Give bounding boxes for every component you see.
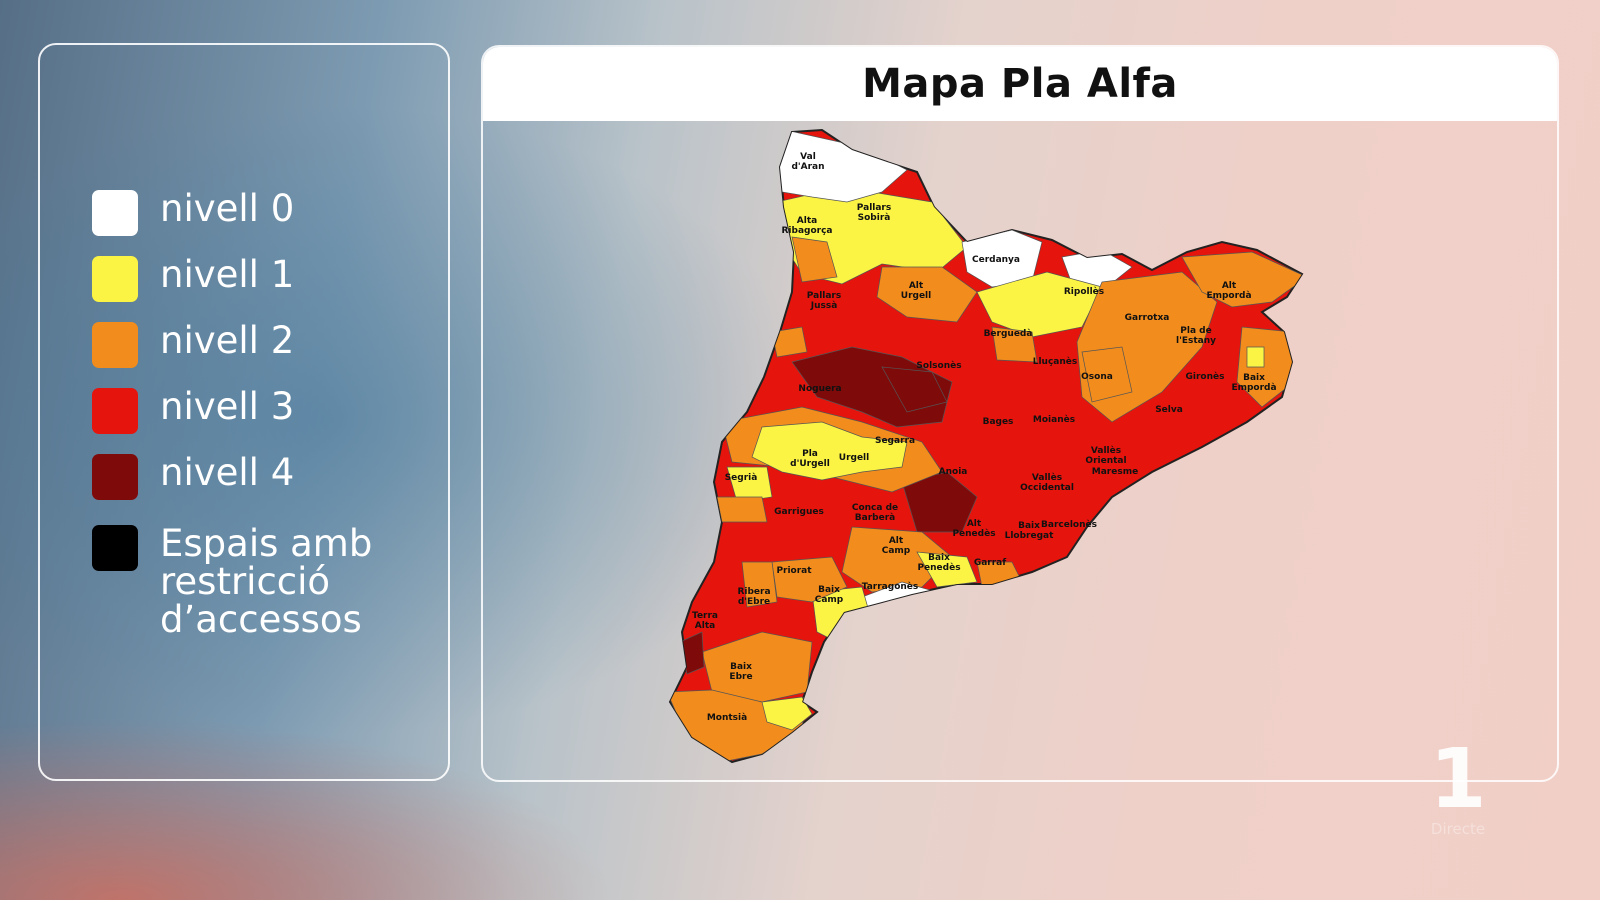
map-panel: Mapa Pla Alfa bbox=[481, 45, 1559, 782]
zone-bergueda-level-1 bbox=[976, 271, 1103, 338]
region-label: Selva bbox=[1155, 405, 1183, 415]
region-label: Priorat bbox=[776, 566, 812, 576]
region-label: Baix Penedès bbox=[917, 553, 960, 573]
region-label: Baix Camp bbox=[815, 585, 844, 605]
region-label: Alta Ribagorça bbox=[781, 216, 832, 236]
region-label: Terra Alta bbox=[692, 611, 718, 631]
zone-priorat-level-2 bbox=[771, 556, 848, 603]
zone-west-edge-level-2 bbox=[771, 326, 808, 358]
zone-solsones-level-4 bbox=[881, 366, 948, 413]
map-regions bbox=[668, 128, 1304, 764]
region-label: Cerdanya bbox=[972, 255, 1020, 265]
region-label: Garrotxa bbox=[1125, 313, 1170, 323]
legend-item-restricted-access: Espais amb restricció d’accessos bbox=[92, 525, 390, 639]
channel-logo-digit: 1 bbox=[1429, 732, 1487, 827]
region-label: Garraf bbox=[974, 558, 1006, 568]
zone-montsia-coast-level-1 bbox=[761, 696, 813, 731]
zone-alt-camp-level-2 bbox=[841, 526, 953, 593]
legend-label-level-3: nivell 3 bbox=[160, 385, 295, 428]
region-label: Maresme bbox=[1092, 467, 1138, 477]
map-labels: Val d'Aran Alta Ribagorça Pallars Sobirà Ce… bbox=[692, 152, 1277, 723]
region-label: Tarragonès bbox=[862, 581, 919, 592]
legend-swatch-level-2 bbox=[92, 322, 138, 368]
region-label: Segarra bbox=[875, 436, 915, 446]
legend-swatch-level-4 bbox=[92, 454, 138, 500]
region-label: Conca de Barberà bbox=[852, 503, 898, 523]
region-label: Alt Empordà bbox=[1206, 281, 1251, 301]
region-label: Ripollès bbox=[1064, 286, 1104, 297]
region-label: Gironès bbox=[1186, 371, 1225, 382]
region-label: Baix Empordà bbox=[1231, 373, 1276, 393]
zone-segria-level-1 bbox=[726, 466, 773, 503]
region-label: Lluçanès bbox=[1033, 356, 1078, 367]
legend-item-level-2: nivell 2 bbox=[92, 322, 390, 368]
region-label: Ribera d'Ebre bbox=[737, 587, 770, 607]
legend-swatch-level-1 bbox=[92, 256, 138, 302]
zone-osona-level-2 bbox=[1081, 346, 1133, 403]
zone-pla-urgell-level-1 bbox=[751, 421, 908, 481]
region-label: Pallars Sobirà bbox=[857, 203, 891, 223]
zone-ribagorca-level-2 bbox=[791, 236, 838, 283]
region-label: Val d'Aran bbox=[791, 152, 824, 172]
region-label: Berguedà bbox=[984, 329, 1033, 339]
region-label: Bages bbox=[983, 417, 1014, 427]
legend-swatch-level-0 bbox=[92, 190, 138, 236]
zone-emporda-coast-level-1 bbox=[1246, 346, 1265, 368]
zone-alt-emporda-level-2 bbox=[1181, 251, 1302, 308]
region-label: Vallès Occidental bbox=[1020, 472, 1074, 493]
region-label: Segrià bbox=[725, 473, 758, 483]
legend-swatch-level-3 bbox=[92, 388, 138, 434]
zone-alt-urgell-level-2 bbox=[876, 266, 978, 323]
channel-logo: 1 Directe bbox=[1418, 732, 1498, 839]
map-title: Mapa Pla Alfa bbox=[862, 61, 1178, 107]
legend-label-level-2: nivell 2 bbox=[160, 319, 295, 362]
legend-swatch-restricted-access bbox=[92, 525, 138, 571]
legend-label-level-4: nivell 4 bbox=[160, 451, 295, 494]
region-label: Montsià bbox=[707, 713, 747, 723]
legend-item-level-3: nivell 3 bbox=[92, 388, 390, 434]
zone-lluçanes-level-2 bbox=[991, 326, 1038, 363]
zone-ebre-east-level-2 bbox=[741, 561, 778, 608]
region-label: Pallars Jussà bbox=[807, 291, 841, 311]
region-label: Alt Camp bbox=[882, 536, 911, 556]
legend-label-level-1: nivell 1 bbox=[160, 253, 295, 296]
region-label: Baix Ebre bbox=[729, 662, 752, 682]
zone-anoia-level-4 bbox=[901, 471, 978, 533]
region-label: Pla d'Urgell bbox=[790, 449, 830, 469]
region-label: Moianès bbox=[1033, 414, 1075, 425]
region-label: Barcelonès bbox=[1041, 519, 1097, 530]
legend-item-level-1: nivell 1 bbox=[92, 256, 390, 302]
region-label: Osona bbox=[1081, 372, 1113, 382]
region-label: Vallès Oriental bbox=[1085, 445, 1126, 466]
legend-panel: nivell 0 nivell 1 nivell 2 nivell 3 nive… bbox=[38, 43, 450, 781]
zone-segria-south-level-2 bbox=[716, 496, 768, 523]
region-label: Anoia bbox=[939, 467, 968, 477]
region-label: Baix Llobregat bbox=[1005, 521, 1055, 541]
legend-label-level-0: nivell 0 bbox=[160, 187, 295, 230]
region-label: Alt Penedès bbox=[952, 519, 995, 539]
legend-label-restricted-access: Espais amb restricció d’accessos bbox=[160, 522, 373, 641]
legend-item-level-4: nivell 4 bbox=[92, 454, 390, 500]
region-label: Solsonès bbox=[916, 360, 961, 371]
legend-item-level-0: nivell 0 bbox=[92, 190, 390, 236]
region-label: Urgell bbox=[839, 453, 869, 463]
zone-baix-penedes-level-1 bbox=[916, 551, 978, 588]
map-title-bar: Mapa Pla Alfa bbox=[483, 47, 1557, 121]
region-label: Alt Urgell bbox=[901, 281, 931, 301]
region-label: Noguera bbox=[798, 384, 841, 394]
channel-logo-subtitle: Directe bbox=[1430, 820, 1486, 838]
catalonia-map: Val d'Aran Alta Ribagorça Pallars Sobirà Ce… bbox=[668, 128, 1304, 764]
region-label: Garrigues bbox=[774, 507, 824, 517]
region-label: Pla de l'Estany bbox=[1176, 326, 1216, 346]
